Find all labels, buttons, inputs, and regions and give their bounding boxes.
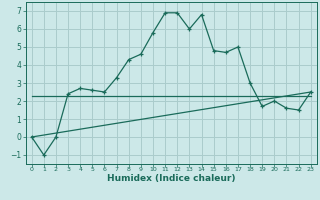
- X-axis label: Humidex (Indice chaleur): Humidex (Indice chaleur): [107, 174, 236, 183]
